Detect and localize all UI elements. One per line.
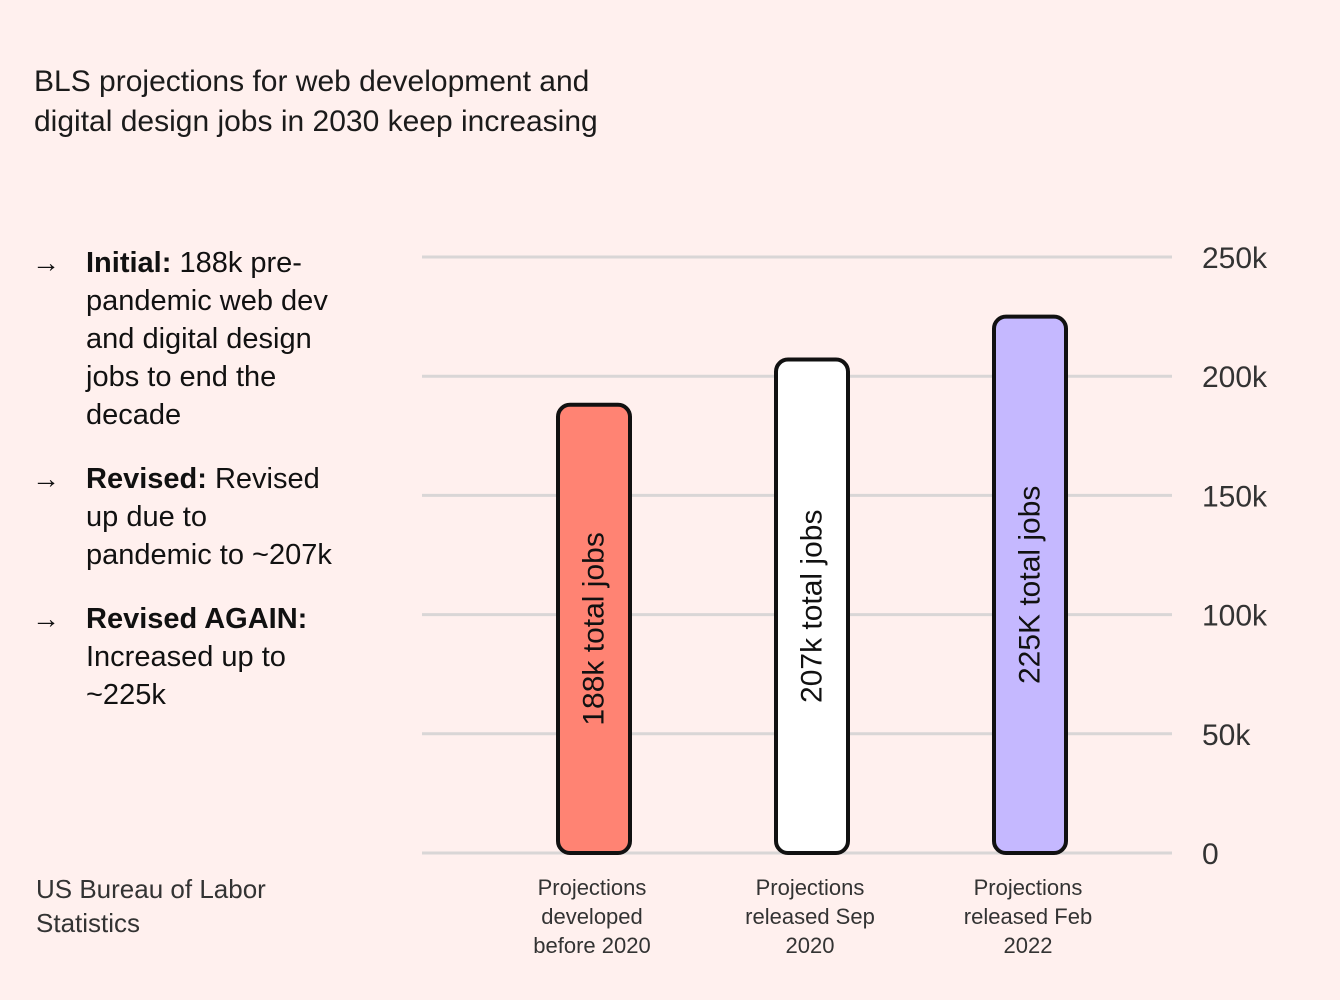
bar	[556, 402, 632, 855]
note-label: Initial:	[86, 247, 172, 279]
bar-data-label: 225K total jobs	[1014, 486, 1047, 684]
x-tick-label-line: released Feb	[963, 904, 1093, 929]
x-tick-label: Projections released Feb 2022	[928, 873, 1128, 960]
arrow-right-icon: →	[32, 603, 60, 634]
x-tick-label-line: 2022	[1003, 933, 1053, 958]
note-text: 188k pre-pandemic web dev and digital de…	[86, 247, 328, 431]
y-tick-label: 0	[1202, 838, 1219, 871]
y-tick-label: 200k	[1202, 361, 1268, 394]
source-line: US Bureau of Labor	[36, 874, 266, 904]
chart-title: BLS projections for web development and …	[34, 62, 714, 142]
y-tick-label: 150k	[1202, 480, 1268, 513]
y-tick-label: 50k	[1202, 719, 1251, 752]
x-tick-label-line: developed	[541, 904, 643, 929]
bar-data-label: 207k total jobs	[796, 510, 829, 703]
note-text: Revised up due to pandemic to ~207k	[86, 463, 332, 571]
x-tick-label: Projections released Sep 2020	[710, 873, 910, 960]
x-tick-label-line: 2020	[785, 933, 835, 958]
note-label: Revised:	[86, 463, 207, 495]
arrow-right-icon: →	[32, 463, 60, 494]
x-tick-label: Projections developed before 2020	[492, 873, 692, 960]
chart-title-line: BLS projections for web development and	[34, 65, 590, 98]
note-text: Increased up to ~225k	[86, 641, 286, 711]
bar	[992, 314, 1068, 856]
chart-title-line: digital design jobs in 2030 keep increas…	[34, 105, 598, 138]
y-tick-label: 250k	[1202, 242, 1268, 275]
x-tick-label-line: before 2020	[533, 933, 651, 958]
bar	[774, 357, 850, 855]
source-note: US Bureau of Labor Statistics	[36, 872, 336, 940]
source-line: Statistics	[36, 908, 141, 938]
x-tick-label-line: Projections	[755, 875, 865, 900]
bar-data-label: 188k total jobs	[578, 532, 611, 725]
note-initial: → Initial: 188k pre-pandemic web dev and…	[32, 244, 332, 434]
note-revised-again: → Revised AGAIN: Increased up to ~225k	[32, 600, 332, 714]
x-tick-label-line: released Sep	[745, 904, 875, 929]
arrow-right-icon: →	[32, 247, 60, 278]
y-tick-label: 100k	[1202, 600, 1268, 633]
notes-list: → Initial: 188k pre-pandemic web dev and…	[32, 244, 332, 740]
note-revised: → Revised: Revised up due to pandemic to…	[32, 460, 332, 574]
note-label: Revised AGAIN:	[86, 603, 308, 635]
x-tick-label-line: Projections	[973, 875, 1083, 900]
x-tick-label-line: Projections	[537, 875, 647, 900]
